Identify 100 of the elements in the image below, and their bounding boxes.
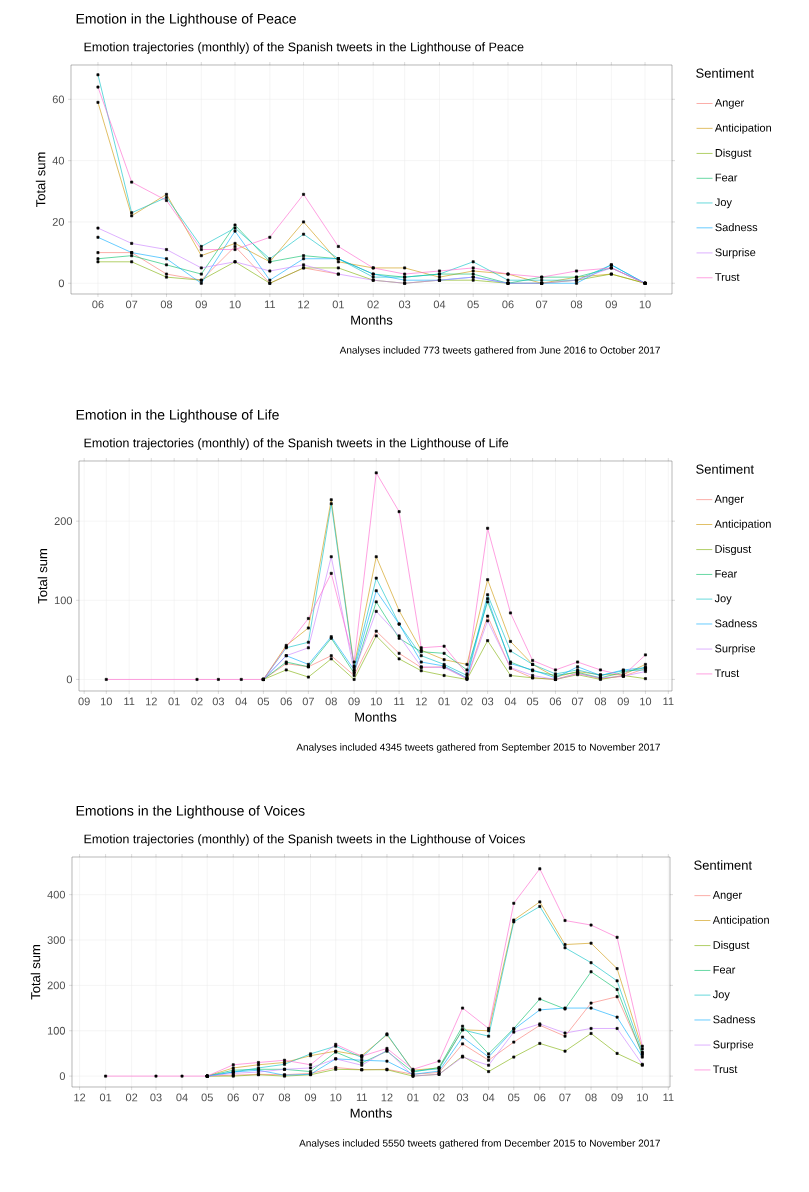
x-tick-label: 05 — [467, 300, 479, 309]
y-tick-label: 400 — [47, 890, 66, 899]
x-tick-label: 02 — [125, 1093, 138, 1102]
x-axis-title: Months — [350, 1108, 392, 1118]
x-tick-label: 04 — [235, 697, 248, 706]
y-axis-title: Total sum — [30, 945, 41, 1000]
y-tick-label: 0 — [58, 279, 65, 288]
x-tick-label: 03 — [481, 697, 494, 706]
x-tick-label: 09 — [611, 1093, 623, 1102]
x-tick-label: 08 — [160, 300, 173, 309]
legend-title: Sentiment — [696, 464, 754, 474]
legend-label: Disgust — [715, 148, 752, 159]
legend-label: Fear — [715, 569, 737, 578]
x-tick-label: 10 — [229, 300, 241, 309]
y-axis-title: Total sum — [37, 549, 48, 604]
y-tick-label: 300 — [47, 936, 66, 944]
x-tick-label: 11 — [663, 697, 674, 706]
x-tick-label: 02 — [367, 300, 379, 309]
x-tick-label: 08 — [585, 1093, 597, 1102]
legend-label: Anger — [714, 495, 744, 505]
x-tick-label: 06 — [227, 1093, 239, 1102]
legend-label: Anticipation — [714, 123, 771, 134]
legend-label: Joy — [715, 198, 732, 209]
x-tick-label: 05 — [201, 1093, 213, 1102]
y-tick-label: 100 — [54, 596, 73, 605]
legend-label: Disgust — [715, 544, 752, 556]
x-tick-label: 12 — [74, 1093, 86, 1102]
x-tick-label: 07 — [252, 1093, 265, 1102]
x-tick-label: 11 — [124, 697, 135, 706]
x-tick-label: 11 — [356, 1093, 367, 1102]
legend-title: Sentiment — [696, 68, 754, 78]
x-tick-label: 05 — [257, 697, 270, 706]
x-tick-label: 10 — [640, 697, 652, 706]
chart-subtitle: Emotion trajectories (monthly) of the Spanish tweets in the Lighthouse of Life — [84, 438, 509, 450]
legend-label: Surprise — [715, 644, 756, 655]
y-tick-label: 40 — [52, 156, 65, 165]
chart-title: Emotion in the Lighthouse of Peace — [76, 13, 296, 27]
x-tick-label: 08 — [594, 697, 607, 706]
text: Analyses included 773 tweets gathered from June 2016 to October 2017 — [339, 346, 660, 356]
text: Analyses included 5550 tweets gathered from December 2015 to November 2017 — [299, 1139, 660, 1149]
x-tick-label: 01 — [438, 697, 450, 706]
x-tick-label: 10 — [639, 300, 651, 309]
legend-label: Sadness — [713, 1015, 756, 1024]
x-tick-label: 04 — [433, 300, 446, 309]
x-tick-label: 12 — [415, 697, 427, 706]
x-tick-label: 05 — [526, 697, 539, 706]
x-tick-label: 09 — [348, 697, 360, 706]
x-axis-title: Months — [355, 712, 397, 722]
x-tick-label: 07 — [536, 300, 548, 309]
x-tick-label: 09 — [617, 697, 629, 706]
x-tick-label: 01 — [99, 1093, 112, 1102]
x-tick-label: 08 — [278, 1093, 291, 1102]
legend-label: Joy — [712, 990, 730, 1001]
x-tick-label: 11 — [394, 697, 405, 706]
text: Analyses included 4345 tweets gathered from September 2015 to November 2017 — [296, 743, 660, 753]
legend-label: Fear — [715, 173, 738, 182]
legend-label: Anticipation — [712, 915, 769, 927]
y-tick-label: 200 — [47, 981, 66, 990]
x-tick-label: 06 — [92, 300, 104, 309]
x-tick-label: 03 — [150, 1093, 162, 1102]
x-tick-label: 12 — [298, 300, 310, 309]
x-tick-label: 10 — [101, 697, 112, 706]
x-tick-label: 01 — [332, 300, 344, 309]
x-tick-label: 04 — [504, 697, 517, 706]
x-tick-label: 06 — [549, 697, 562, 706]
x-tick-label: 07 — [559, 1093, 571, 1102]
x-tick-label: 02 — [433, 1093, 445, 1102]
y-tick-label: 0 — [66, 675, 73, 684]
legend-label: Anger — [712, 891, 742, 901]
x-tick-label: 02 — [461, 697, 473, 706]
x-tick-label: 07 — [125, 300, 138, 309]
y-axis-title: Total sum — [35, 152, 46, 208]
legend-label: Anger — [714, 98, 745, 109]
legend-label: Sadness — [715, 223, 758, 232]
x-tick-label: 08 — [570, 300, 583, 309]
chart-subtitle: Emotion trajectories (monthly) of the Spanish tweets in the Lighthouse of Voices — [84, 834, 525, 846]
x-axis-title: Months — [351, 315, 393, 325]
x-tick-label: 12 — [146, 697, 157, 706]
x-tick-label: 09 — [195, 300, 207, 309]
x-tick-label: 08 — [325, 697, 337, 706]
x-tick-label: 04 — [482, 1093, 495, 1102]
x-tick-label: 06 — [502, 300, 514, 309]
y-tick-label: 60 — [52, 95, 65, 104]
x-tick-label: 10 — [370, 697, 382, 706]
legend-label: Surprise — [713, 1040, 754, 1051]
x-tick-label: 10 — [330, 1093, 342, 1102]
y-tick-label: 100 — [47, 1026, 66, 1035]
legend-label: Fear — [713, 965, 736, 974]
x-tick-label: 09 — [605, 300, 617, 309]
x-tick-label: 12 — [381, 1093, 393, 1102]
x-tick-label: 03 — [212, 697, 225, 706]
x-tick-label: 05 — [508, 1093, 520, 1102]
x-tick-label: 03 — [398, 300, 411, 309]
x-tick-label: 10 — [637, 1093, 648, 1102]
x-tick-label: 11 — [663, 1093, 674, 1102]
x-tick-label: 09 — [78, 697, 90, 706]
chart-title: Emotions in the Lighthouse of Voices — [76, 805, 305, 819]
x-tick-label: 06 — [280, 697, 292, 706]
chart-title: Emotion in the Lighthouse of Life — [76, 409, 279, 423]
chart-subtitle: Emotion trajectories (monthly) of the Spanish tweets in the Lighthouse of Peace — [84, 42, 524, 54]
